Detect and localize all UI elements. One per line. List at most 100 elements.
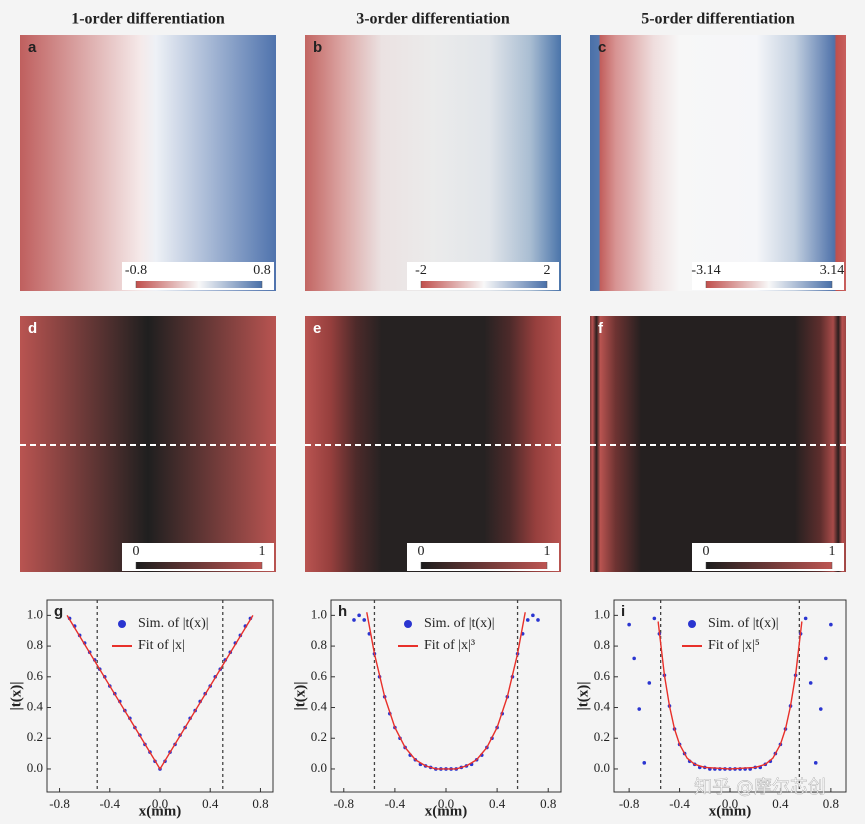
- panel-letter: h: [338, 603, 347, 620]
- heatmap-image: [590, 35, 846, 291]
- colorbar: [136, 281, 262, 288]
- sim-point: [647, 681, 652, 685]
- colorbar: [706, 281, 832, 288]
- colorbar-tick-label: -3.14: [691, 263, 720, 278]
- column-title: 3-order differentiation: [356, 11, 510, 28]
- sim-point: [637, 707, 642, 711]
- y-axis-label: |t(x)|: [575, 681, 591, 710]
- panel-letter: i: [621, 603, 625, 620]
- colorbar-tick-label: 1: [544, 544, 551, 559]
- column-title: 1-order differentiation: [71, 11, 225, 28]
- sim-point: [803, 616, 808, 621]
- sim-point: [362, 618, 367, 622]
- sim-point: [652, 616, 657, 621]
- sim-point: [357, 613, 361, 618]
- sim-point: [525, 618, 530, 622]
- y-tick-label: 0.8: [27, 637, 43, 652]
- panel-letter: e: [313, 320, 321, 337]
- y-tick-label: 1.0: [594, 606, 610, 621]
- panel-letter: b: [313, 39, 322, 56]
- x-tick-label: 0.4: [772, 796, 789, 811]
- heatmap-image: [305, 316, 561, 572]
- x-tick-label: -0.4: [669, 796, 690, 811]
- y-tick-label: 0.8: [594, 637, 610, 652]
- colorbar: [706, 562, 832, 569]
- fit-line: [66, 614, 254, 771]
- sim-point: [352, 618, 356, 622]
- y-tick-label: 0.6: [311, 668, 328, 683]
- x-tick-label: 0.8: [823, 796, 839, 811]
- colorbar-tick-label: -0.8: [125, 263, 147, 278]
- column-title: 5-order differentiation: [641, 11, 795, 28]
- legend-swatch: [118, 620, 126, 628]
- colorbar: [421, 562, 547, 569]
- sim-point: [824, 656, 828, 661]
- x-tick-label: -0.4: [385, 796, 406, 811]
- y-axis-label: |t(x)|: [8, 681, 24, 710]
- y-tick-label: 0.8: [311, 637, 327, 652]
- x-axis-label: x(mm): [139, 803, 181, 819]
- panel-letter: g: [54, 603, 63, 620]
- y-tick-label: 0.6: [594, 668, 611, 683]
- sim-point: [813, 761, 818, 765]
- colorbar-tick-label: -2: [415, 263, 427, 278]
- colorbar-tick-label: 3.14: [820, 263, 845, 278]
- x-tick-label: -0.8: [333, 796, 354, 811]
- colorbar-tick-label: 2: [544, 263, 551, 278]
- x-tick-label: 0.0: [438, 796, 454, 811]
- colorbar-tick-label: 0.8: [253, 263, 271, 278]
- x-tick-label: 0.8: [252, 796, 268, 811]
- x-axis-label: x(mm): [709, 803, 751, 819]
- heatmap-image: [20, 35, 276, 291]
- legend-label: Fit of |x|⁵: [708, 638, 760, 653]
- colorbar: [136, 562, 262, 569]
- sim-point: [627, 622, 631, 627]
- fit-line: [366, 612, 526, 770]
- legend-swatch: [688, 620, 696, 628]
- sim-point: [829, 622, 833, 627]
- colorbar: [421, 281, 547, 288]
- heatmap-image: [20, 316, 276, 572]
- x-tick-label: 0.8: [540, 796, 556, 811]
- x-tick-label: 0.4: [202, 796, 219, 811]
- panel-letter: f: [598, 320, 604, 337]
- sim-point: [642, 761, 647, 765]
- y-tick-label: 0.0: [594, 760, 610, 775]
- y-tick-label: 0.4: [27, 699, 44, 714]
- legend-label: Sim. of |t(x)|: [708, 616, 779, 631]
- y-tick-label: 0.2: [311, 729, 327, 744]
- panel-letter: a: [28, 39, 37, 56]
- heatmap-image: [305, 35, 561, 291]
- panel-letter: c: [598, 39, 606, 56]
- watermark: 知乎 @摩尔芯创: [694, 777, 826, 798]
- legend-swatch: [404, 620, 412, 628]
- x-tick-label: -0.8: [49, 796, 70, 811]
- heatmap-image: [590, 316, 846, 572]
- y-tick-label: 0.4: [594, 699, 611, 714]
- colorbar-tick-label: 0: [418, 544, 425, 559]
- colorbar-tick-label: 0: [133, 544, 140, 559]
- y-tick-label: 0.0: [311, 760, 327, 775]
- x-tick-label: -0.8: [619, 796, 640, 811]
- x-tick-label: 0.0: [722, 796, 738, 811]
- y-tick-label: 1.0: [311, 606, 327, 621]
- x-tick-label: -0.4: [99, 796, 120, 811]
- sim-point: [536, 618, 540, 622]
- y-tick-label: 0.2: [594, 729, 610, 744]
- y-tick-label: 0.0: [27, 760, 43, 775]
- sim-point: [531, 613, 535, 618]
- legend-label: Fit of |x|³: [424, 638, 475, 653]
- colorbar-tick-label: 0: [703, 544, 710, 559]
- x-tick-label: 0.4: [489, 796, 506, 811]
- sim-point: [632, 656, 636, 661]
- colorbar-tick-label: 1: [259, 544, 266, 559]
- y-tick-label: 1.0: [27, 606, 43, 621]
- legend-label: Fit of |x|: [138, 638, 185, 653]
- x-tick-label: 0.0: [152, 796, 168, 811]
- fit-line: [657, 621, 803, 770]
- sim-point: [808, 681, 813, 685]
- legend-label: Sim. of |t(x)|: [138, 616, 209, 631]
- panel-letter: d: [28, 320, 37, 337]
- y-tick-label: 0.6: [27, 668, 44, 683]
